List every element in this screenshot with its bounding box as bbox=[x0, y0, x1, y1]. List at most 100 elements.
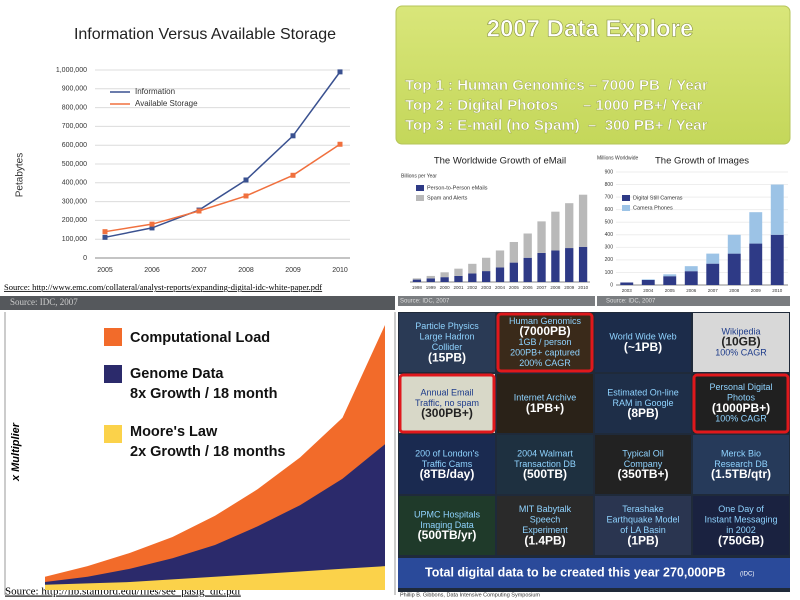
bar-segment bbox=[641, 279, 655, 285]
bar-segment bbox=[468, 263, 477, 274]
source-strip bbox=[398, 296, 595, 306]
x-tick-label: 2009 bbox=[751, 288, 762, 293]
chart-title: The Worldwide Growth of eMail bbox=[434, 156, 566, 167]
tile-value: (300PB+) bbox=[421, 406, 473, 420]
tile-value: (500TB/yr) bbox=[418, 528, 477, 542]
point bbox=[290, 172, 296, 178]
source-link: Source: http://www.emc.com/collateral/an… bbox=[4, 282, 322, 292]
tile-text: Large Hadron bbox=[419, 332, 474, 342]
bar-segment bbox=[565, 248, 574, 282]
tile-value: (750GB) bbox=[718, 533, 764, 547]
x-tick-label: 2007 bbox=[191, 267, 207, 274]
x-tick-label: 2004 bbox=[495, 285, 506, 290]
bar-segment bbox=[440, 277, 449, 282]
tile bbox=[693, 435, 789, 494]
tile-text: in 2002 bbox=[726, 525, 756, 535]
bar-segment bbox=[454, 275, 463, 282]
tile bbox=[693, 374, 789, 433]
bar-segment bbox=[426, 275, 435, 279]
x-tick-label: 2005 bbox=[509, 285, 520, 290]
line bbox=[104, 71, 341, 239]
tile bbox=[595, 313, 691, 372]
bar-segment bbox=[749, 212, 763, 244]
point bbox=[337, 69, 343, 75]
tile-text: RAM in Google bbox=[612, 398, 673, 408]
bar-segment bbox=[770, 234, 784, 285]
bar-segment bbox=[770, 184, 784, 235]
tile-text: Imaging Data bbox=[420, 520, 474, 530]
legend-swatch bbox=[622, 195, 630, 201]
y-axis-label: Petabytes bbox=[15, 153, 26, 197]
tile-text: Traffic Cams bbox=[422, 459, 473, 469]
source-strip bbox=[597, 296, 790, 306]
slide-title: 2007 Data Explore bbox=[487, 15, 694, 42]
tile-value: (8TB/day) bbox=[420, 467, 475, 481]
point bbox=[243, 177, 249, 183]
bar-segment bbox=[663, 276, 677, 285]
tile bbox=[595, 374, 691, 433]
y-tick-label: 600 bbox=[605, 207, 614, 213]
x-tick-label: 2009 bbox=[564, 285, 575, 290]
x-tick-label: 2002 bbox=[467, 285, 478, 290]
highlight-frame bbox=[692, 373, 790, 434]
legend-label: Digital Still Cameras bbox=[633, 195, 683, 201]
y-tick-label: 100 bbox=[605, 270, 614, 276]
x-tick-label: 2009 bbox=[285, 267, 301, 274]
x-tick-label: 2003 bbox=[481, 285, 492, 290]
tile-value: (15PB) bbox=[428, 350, 466, 364]
bar-segment bbox=[727, 234, 741, 254]
x-tick-label: 2010 bbox=[578, 285, 589, 290]
point bbox=[290, 133, 296, 139]
x-tick-label: 2006 bbox=[686, 288, 697, 293]
y-tick-label: 300 bbox=[605, 245, 614, 251]
tile bbox=[693, 313, 789, 372]
bar-segment bbox=[706, 253, 720, 264]
source-label: Source: IDC, 2007 bbox=[10, 297, 78, 307]
x-tick-label: 2007 bbox=[708, 288, 719, 293]
y-tick-label: 400,000 bbox=[62, 180, 87, 187]
tile-text: Experiment bbox=[522, 525, 568, 535]
y-tick-label: 400 bbox=[605, 232, 614, 238]
bar-segment bbox=[749, 243, 763, 285]
legend-label: Moore's Law bbox=[130, 424, 218, 440]
legend-swatch bbox=[416, 195, 424, 201]
tile-text: 2004 Walmart bbox=[517, 448, 573, 458]
highlight-box bbox=[395, 5, 791, 145]
legend-label: Computational Load bbox=[130, 330, 270, 346]
y-tick-label: 0 bbox=[83, 255, 87, 262]
line bbox=[104, 143, 341, 233]
legend-swatch bbox=[416, 185, 424, 191]
point bbox=[102, 234, 108, 240]
tile-text: 100% CAGR bbox=[715, 414, 767, 424]
x-tick-label: 2000 bbox=[440, 285, 451, 290]
tile-text: MIT Babytalk bbox=[519, 504, 572, 514]
bar-segment bbox=[509, 262, 518, 282]
bar-segment bbox=[440, 272, 449, 278]
highlight-frame bbox=[496, 312, 594, 373]
tile-text: Speech bbox=[530, 515, 561, 525]
y-axis-label: Billions per Year bbox=[401, 173, 437, 179]
bar-segment bbox=[663, 274, 677, 277]
tile-value: (1.5TB/qtr) bbox=[711, 467, 771, 481]
legend-label: Information bbox=[135, 87, 175, 96]
footer-text: Total digital data to be created this ye… bbox=[425, 565, 726, 579]
y-tick-label: 800,000 bbox=[62, 104, 87, 111]
tile-text: Instant Messaging bbox=[704, 515, 777, 525]
footer-note: (IDC) bbox=[740, 572, 754, 578]
point bbox=[243, 193, 249, 199]
x-tick-label: 2008 bbox=[729, 288, 740, 293]
highlight-item: Top 3 : E-mail (no Spam) – 300 PB+ / Yea… bbox=[405, 117, 708, 134]
tile-value: (1PB) bbox=[627, 533, 658, 547]
y-tick-label: 900,000 bbox=[62, 86, 87, 93]
tile-text: Human Genomics bbox=[509, 316, 582, 326]
bar-segment bbox=[412, 279, 422, 282]
tile-text: 200 of London's bbox=[415, 448, 479, 458]
bar-segment bbox=[482, 271, 491, 282]
y-tick-label: 900 bbox=[605, 169, 614, 175]
tile-text: 100% CAGR bbox=[715, 347, 767, 357]
tile-text: 1GB / person bbox=[518, 337, 571, 347]
bar-segment bbox=[495, 267, 505, 282]
tile-value: (7000PB) bbox=[519, 324, 570, 338]
tile-value: (350TB+) bbox=[617, 467, 668, 481]
y-tick-label: 1,000,000 bbox=[56, 67, 87, 74]
